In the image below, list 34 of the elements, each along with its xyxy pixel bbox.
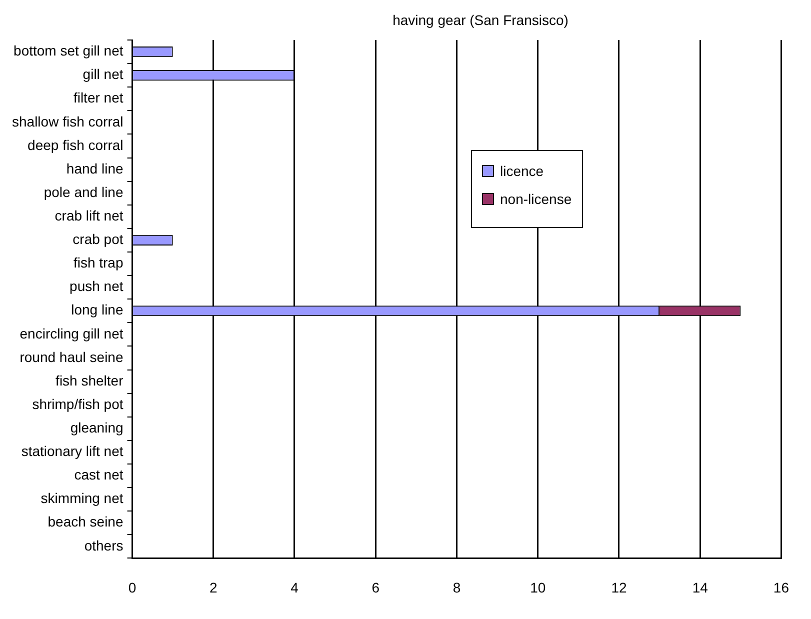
x-tick-label: 10 [530, 579, 546, 596]
legend-label: licence [500, 163, 544, 179]
y-tick-label: push net [70, 278, 124, 294]
x-tick-label: 6 [372, 579, 380, 596]
chart-title: having gear (San Fransisco) [392, 12, 570, 28]
y-tick-label: gleaning [70, 420, 124, 436]
legend-label: non-license [500, 191, 572, 207]
y-tick-label: cast net [74, 466, 124, 483]
y-tick-label: beach seine [48, 514, 124, 530]
x-tick-label: 12 [611, 579, 627, 596]
x-tick-label: 14 [692, 579, 708, 596]
x-tick-label: 4 [290, 579, 299, 596]
y-tick-label: crab pot [72, 231, 124, 248]
y-tick-label: round haul seine [20, 348, 124, 365]
y-tick-label: hand line [66, 160, 124, 176]
x-tick-label: 8 [452, 579, 461, 596]
y-tick-label: shrimp/fish pot [32, 396, 124, 412]
y-tick-label: pole and line [44, 184, 124, 200]
y-tick-label: long line [71, 302, 124, 318]
y-tick-label: filter net [73, 90, 124, 106]
y-tick-label: fish shelter [56, 372, 124, 388]
y-tick-label: bottom set gill net [14, 42, 124, 59]
y-tick-label: others [84, 537, 124, 554]
y-tick-label: encircling gill net [20, 325, 124, 342]
y-tick-label: gill net [82, 66, 124, 82]
y-tick-label: fish trap [73, 254, 124, 271]
y-tick-label: shallow fish corral [12, 113, 124, 130]
x-tick-label: 0 [128, 579, 136, 596]
y-tick-label: stationary lift net [21, 443, 124, 460]
y-tick-label: deep fish corral [28, 136, 124, 153]
y-tick-label: skimming net [40, 490, 124, 506]
y-tick-label: crab lift net [54, 208, 124, 224]
x-tick-label: 2 [209, 579, 218, 596]
x-tick-label: 16 [773, 579, 790, 596]
